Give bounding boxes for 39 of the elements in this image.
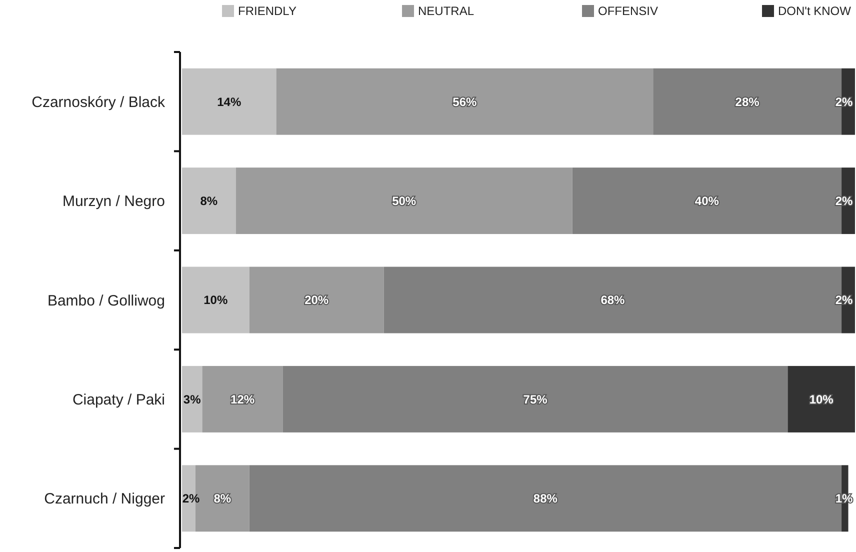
- y-tick-label: Murzyn / Negro: [62, 193, 165, 210]
- y-tick-label: Ciapaty / Paki: [72, 391, 165, 408]
- bar: [249, 266, 384, 334]
- bar: [182, 68, 276, 135]
- data-label: 12%: [230, 392, 255, 406]
- data-label: 28%: [735, 94, 760, 109]
- legend-label: FRIENDLY: [238, 4, 296, 18]
- data-label: 88%: [533, 492, 558, 506]
- bar: [276, 68, 654, 135]
- data-label: 2%: [835, 194, 853, 208]
- data-label: 3%: [183, 392, 202, 406]
- bar: [182, 168, 236, 234]
- data-label: 40%: [694, 194, 720, 208]
- legend-label: NEUTRAL: [418, 4, 474, 18]
- data-label: 20%: [304, 293, 329, 308]
- data-label: 2%: [835, 293, 853, 308]
- data-label: 2%: [835, 94, 853, 109]
- data-label: 50%: [392, 194, 416, 208]
- bar: [282, 366, 788, 432]
- data-label: 68%: [600, 293, 626, 308]
- data-label: 10%: [204, 293, 228, 308]
- y-tick-label: Bambo / Golliwog: [47, 292, 165, 310]
- y-tick-label: Czarnuch / Nigger: [44, 490, 165, 508]
- legend-label: OFFENSIV: [598, 4, 658, 18]
- data-label: 1%: [835, 492, 853, 506]
- data-label: 2%: [182, 492, 200, 506]
- bar: [236, 168, 572, 234]
- bar: [182, 366, 202, 432]
- bar: [182, 266, 250, 334]
- data-label: 8%: [200, 194, 218, 208]
- data-label: 8%: [214, 492, 232, 506]
- data-label: 10%: [809, 392, 834, 406]
- data-label: 75%: [523, 392, 548, 406]
- bar: [788, 366, 855, 432]
- y-tick-label: Czarnoskóry / Black: [32, 94, 166, 111]
- data-label: 14%: [217, 94, 242, 109]
- bar: [202, 366, 283, 432]
- legend-label: DON't KNOW: [778, 4, 852, 18]
- data-label: 56%: [452, 94, 477, 109]
